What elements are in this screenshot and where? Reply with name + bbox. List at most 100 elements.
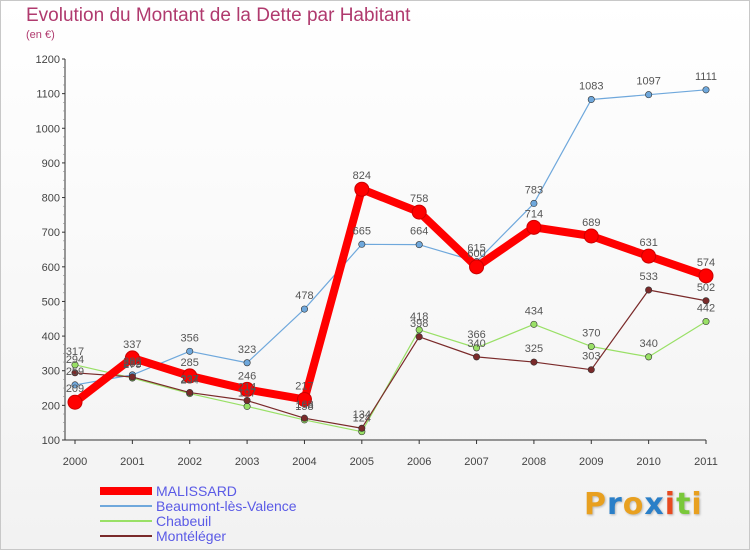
- logo-letter: o: [622, 487, 645, 522]
- y-tick-label: 600: [42, 262, 60, 274]
- data-point-beaumont-les-valence: [530, 199, 538, 207]
- logo-letter: r: [607, 487, 623, 522]
- data-label: 665: [353, 225, 371, 237]
- data-point-monteleger: [645, 286, 653, 294]
- y-tick-label: 900: [42, 158, 60, 170]
- data-label: 689: [582, 217, 600, 229]
- logo-letter: P: [584, 487, 607, 522]
- data-label: 337: [123, 339, 141, 351]
- data-point-beaumont-les-valence: [415, 241, 423, 249]
- data-point-malissard: [641, 248, 657, 264]
- chart-title: Evolution du Montant de la Dette par Hab…: [26, 5, 411, 26]
- data-point-malissard: [698, 268, 714, 284]
- data-label: 1111: [695, 71, 717, 83]
- data-label: 356: [181, 332, 199, 344]
- series-line-beaumont-les-valence: [74, 89, 707, 386]
- data-point-monteleger: [587, 366, 595, 374]
- data-label: 325: [525, 343, 543, 355]
- data-label: 631: [639, 237, 657, 249]
- data-point-chabeuil: [587, 342, 595, 350]
- y-tick-label: 1100: [36, 89, 60, 101]
- legend-swatch: [100, 505, 152, 507]
- x-tick-label: 2005: [350, 456, 374, 468]
- data-label: 237: [181, 374, 199, 386]
- data-label: 478: [295, 290, 313, 302]
- proxiti-logo: Proxiti: [584, 487, 703, 522]
- data-point-monteleger: [358, 424, 366, 432]
- chart-axes: 100 200 300 400 500 600 700 800 900 1000 1100 1200 2…: [36, 54, 718, 468]
- data-label: 1083: [579, 81, 603, 93]
- logo-letter: t: [676, 487, 692, 522]
- data-label: 574: [697, 257, 715, 269]
- data-point-monteleger: [71, 369, 79, 377]
- x-tick-label: 2002: [177, 456, 201, 468]
- logo-letter: i: [691, 487, 703, 522]
- data-label: 294: [66, 354, 84, 366]
- y-tick-label: 200: [42, 400, 60, 412]
- data-label: 398: [410, 318, 428, 330]
- x-tick-label: 2010: [636, 456, 660, 468]
- data-point-beaumont-les-valence: [358, 240, 366, 248]
- data-label: 282: [123, 358, 141, 370]
- line-chart: 100 200 300 400 500 600 700 800 900 1000 1100 1200 2…: [36, 54, 718, 468]
- data-label: 714: [525, 208, 543, 220]
- series-line-monteleger: [74, 289, 707, 429]
- data-labels: 2093372852462178247586007146896315742592…: [66, 71, 717, 425]
- data-point-chabeuil: [243, 402, 251, 410]
- data-label: 418: [410, 311, 428, 323]
- data-label: 285: [181, 357, 199, 369]
- data-point-monteleger: [300, 414, 308, 422]
- data-point-malissard: [526, 219, 542, 235]
- series-line-chabeuil: [74, 320, 707, 433]
- data-point-monteleger: [186, 389, 194, 397]
- data-point-beaumont-les-valence: [645, 91, 653, 99]
- data-label: 158: [295, 401, 313, 413]
- data-point-malissard: [411, 204, 427, 220]
- data-point-malissard: [124, 350, 140, 366]
- data-label: 134: [353, 409, 371, 421]
- data-point-chabeuil: [415, 326, 423, 334]
- data-label: 340: [467, 338, 485, 350]
- data-point-malissard: [296, 391, 312, 407]
- x-tick-label: 2006: [407, 456, 431, 468]
- x-tick-label: 2001: [120, 456, 144, 468]
- legend-swatch: [100, 487, 152, 495]
- data-label: 303: [582, 351, 600, 363]
- data-point-malissard: [182, 368, 198, 384]
- legend-label: Beaumont-lès-Valence: [156, 498, 297, 514]
- legend-label: Montéléger: [156, 528, 227, 544]
- y-tick-label: 500: [42, 296, 60, 308]
- chart-subtitle: (en €): [26, 29, 55, 41]
- logo-letter: i: [664, 487, 677, 522]
- data-label: 217: [295, 380, 313, 392]
- y-tick-label: 300: [42, 366, 60, 378]
- data-point-monteleger: [243, 397, 251, 405]
- x-tick-label: 2003: [235, 456, 259, 468]
- y-tick-label: 700: [42, 227, 60, 239]
- data-label: 366: [467, 329, 485, 341]
- data-point-beaumont-les-valence: [186, 347, 194, 355]
- x-tick-label: 2000: [63, 456, 87, 468]
- x-tick-label: 2011: [694, 456, 718, 468]
- data-point-beaumont-les-valence: [587, 96, 595, 104]
- data-label: 124: [353, 413, 371, 425]
- data-point-monteleger: [702, 297, 710, 305]
- y-tick-label: 800: [42, 193, 60, 205]
- data-label: 783: [525, 184, 543, 196]
- legend-swatch: [100, 520, 152, 522]
- data-label: 615: [467, 243, 485, 255]
- x-tick-label: 2004: [292, 456, 316, 468]
- data-label: 288: [123, 356, 141, 368]
- data-point-malissard: [354, 181, 370, 197]
- data-label: 442: [697, 303, 715, 315]
- y-tick-label: 1000: [36, 123, 60, 135]
- data-label: 323: [238, 344, 256, 356]
- series-line-malissard: [71, 185, 710, 407]
- data-label: 533: [639, 271, 657, 283]
- legend-swatch: [100, 535, 152, 537]
- data-point-beaumont-les-valence: [300, 305, 308, 313]
- data-label: 234: [181, 375, 199, 387]
- data-label: 600: [467, 248, 485, 260]
- data-point-monteleger: [473, 353, 481, 361]
